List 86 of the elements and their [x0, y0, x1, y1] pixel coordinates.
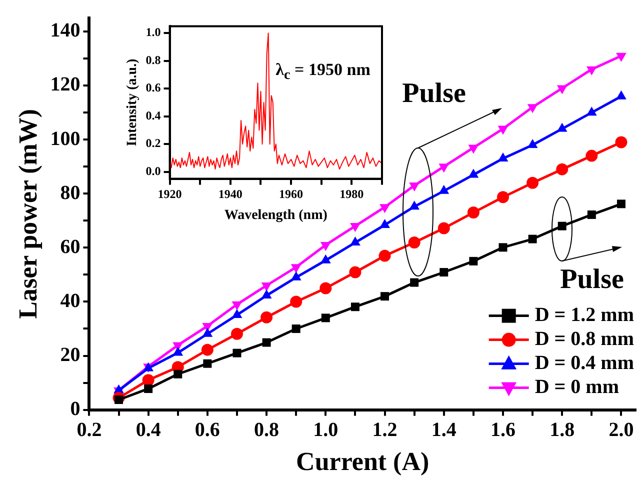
x-tick-label: 1.8: [550, 418, 575, 441]
point: [230, 328, 243, 340]
point: [528, 234, 537, 244]
point: [201, 344, 214, 356]
point: [320, 242, 331, 251]
y-axis-title: Laser power (mW): [13, 108, 42, 319]
x-tick-label: 1.0: [313, 418, 338, 441]
y-tick-label: 40: [60, 290, 80, 312]
point: [290, 296, 302, 308]
point: [292, 324, 300, 333]
legend-label: D = 1.2 mm: [534, 304, 634, 326]
y-tick-label: 120: [50, 74, 80, 96]
x-tick-label: 1920: [158, 187, 182, 202]
annotation: Pulse: [560, 264, 624, 296]
point: [350, 302, 360, 312]
point: [409, 182, 420, 192]
point: [378, 250, 391, 262]
y-tick-label: 1.0: [146, 25, 161, 40]
point: [526, 176, 539, 189]
point: [260, 311, 273, 324]
point: [586, 66, 597, 76]
x-tick-label: 0.2: [76, 418, 102, 441]
point: [410, 278, 419, 287]
point: [438, 222, 450, 234]
point: [587, 210, 596, 219]
point: [616, 52, 626, 62]
point: [527, 104, 538, 114]
y-tick-label: 0.0: [146, 164, 161, 178]
x-tick-label: 0.6: [194, 418, 220, 441]
point: [408, 236, 420, 249]
point: [616, 200, 626, 208]
x-tick-label: 1980: [340, 187, 364, 202]
point: [558, 222, 566, 230]
point: [556, 85, 568, 94]
legend-label: D = 0.4 mm: [534, 352, 634, 374]
y-tick-label: 0.4: [146, 108, 161, 122]
point: [498, 243, 508, 252]
y-axis-title: Intensity (a.u.): [125, 58, 140, 146]
point: [380, 204, 390, 214]
point: [321, 314, 330, 322]
point: [438, 164, 450, 173]
x-tick-label: 2.0: [608, 418, 634, 441]
y-tick-label: 80: [60, 182, 80, 204]
point: [261, 290, 272, 299]
point: [232, 348, 242, 358]
point: [586, 150, 598, 162]
x-tick-label: 1.6: [490, 418, 516, 441]
x-tick-label: 0.8: [254, 418, 280, 441]
x-axis-title: Current (A): [296, 447, 430, 476]
point: [440, 268, 448, 277]
legend-label: D = 0.8 mm: [534, 328, 634, 350]
x-axis-title: Wavelength (nm): [224, 208, 328, 224]
point: [469, 256, 478, 266]
point: [349, 266, 362, 278]
y-tick-label: 20: [60, 344, 80, 366]
point: [172, 346, 184, 356]
x-tick-label: 1960: [279, 187, 304, 202]
point: [144, 384, 153, 393]
point: [203, 359, 212, 368]
legend-label: D = 0 mm: [534, 376, 620, 398]
point: [468, 144, 479, 154]
y-tick-label: 0.6: [146, 80, 161, 95]
y-tick-label: 100: [50, 128, 80, 150]
annotation: λ$_{c}$ = 1950 nm: [276, 60, 370, 84]
point: [262, 338, 271, 347]
point: [174, 370, 182, 378]
point: [232, 301, 242, 310]
point: [202, 328, 213, 337]
y-tick-label: 0.2: [146, 136, 161, 150]
point: [290, 264, 302, 274]
y-tick-label: 60: [60, 236, 80, 258]
point: [556, 163, 568, 176]
y-tick-label: 140: [50, 20, 80, 42]
y-tick-label: 0: [70, 398, 80, 420]
x-tick-label: 1.4: [431, 418, 456, 441]
point: [350, 223, 360, 232]
point: [320, 282, 332, 294]
point: [496, 191, 509, 204]
point: [467, 206, 480, 219]
point: [615, 136, 628, 148]
x-tick-label: 1.2: [372, 418, 398, 441]
y-tick-label: 0.8: [146, 52, 161, 67]
x-tick-label: 1940: [218, 187, 242, 202]
annotation: Pulse: [402, 78, 466, 110]
point: [498, 126, 508, 135]
point: [380, 292, 390, 301]
